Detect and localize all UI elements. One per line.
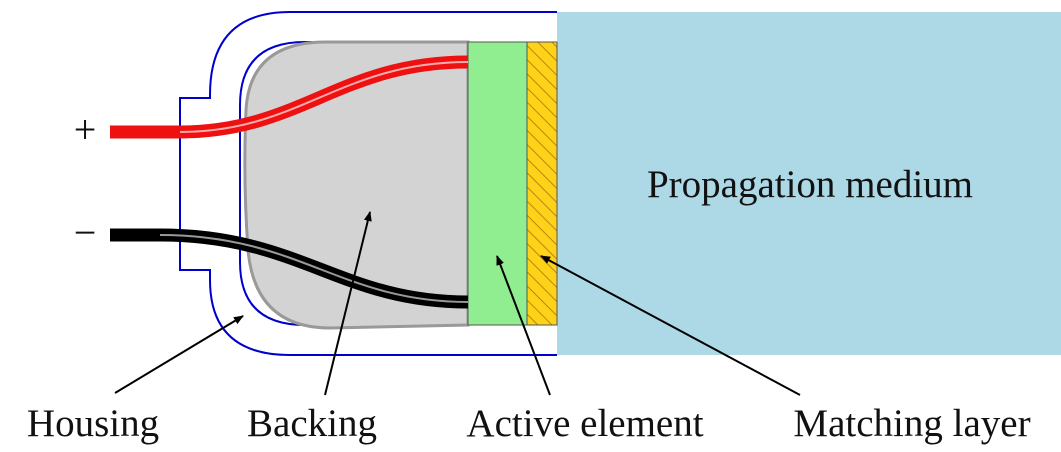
housing-inner	[239, 41, 468, 326]
housing-outer	[179, 11, 557, 356]
positive-terminal: +	[74, 107, 97, 152]
housing-arrow	[114, 315, 244, 394]
matching-layer-arrow	[540, 255, 801, 396]
negative-terminal: −	[74, 210, 97, 255]
active-element	[467, 41, 528, 326]
negative-wire-highlight	[159, 234, 469, 303]
backing-arrow	[324, 211, 372, 396]
active-element-label: Active element	[466, 402, 703, 445]
positive-wire-highlight	[179, 61, 469, 133]
active-element-arrow	[496, 255, 551, 396]
propagation-medium	[557, 12, 1061, 355]
matching-layer	[526, 41, 558, 326]
medium-label: Propagation medium	[647, 163, 973, 206]
housing-label: Housing	[27, 402, 159, 445]
matching-layer-label: Matching layer	[793, 402, 1030, 445]
backing-label: Backing	[247, 402, 377, 445]
